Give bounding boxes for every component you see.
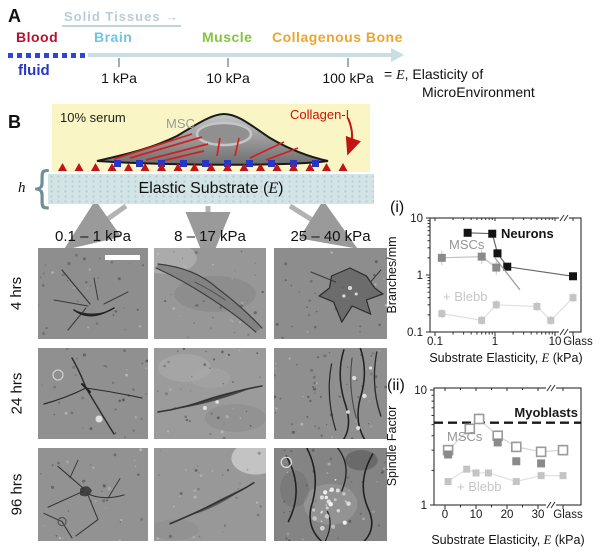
micrograph-96hrs-stiff [274,448,387,541]
svg-text:Glass: Glass [563,336,593,348]
elasticity-axis-line [88,53,392,57]
axis-label-10kpa: 10 kPa [206,70,250,86]
row-label-96hrs: 96 hrs [2,448,32,541]
svg-text:0.1: 0.1 [407,327,423,339]
micrograph-96hrs-mid-image [154,448,266,541]
column-header-mid: 8 – 17 kPa [174,228,246,245]
svg-text:10: 10 [549,336,562,348]
svg-text:0.1: 0.1 [427,336,443,348]
micrograph-24hrs-mid [154,348,266,439]
flow-arrows [63,204,358,248]
micrograph-4hrs-mid [154,248,266,339]
solid-tissues-header: Solid Tissues → [62,9,182,27]
arrow-to-soft [63,204,128,248]
solid-tissues-arrow-icon: → [165,9,180,24]
micrograph-4hrs-stiff-image [274,248,387,339]
solid-tissues-label: Solid Tissues [64,9,161,24]
equation-line2: MicroEnvironment [422,84,535,100]
svg-text:Glass: Glass [553,509,583,521]
micrograph-96hrs-mid [154,448,266,541]
row-label-4hrs-text: 4 hrs [8,276,26,311]
svg-text:Substrate Elasticity, E (kPa): Substrate Elasticity, E (kPa) [431,533,584,547]
tissue-label-brain: Brain [94,29,133,45]
row-label-24hrs-text: 24 hrs [8,372,26,415]
axis-tick-100kpa [347,58,349,67]
substrate-label: Elastic Substrate (E) [48,174,374,204]
msc-cell-schematic [58,112,361,171]
micrograph-4hrs-stiff [274,248,387,339]
elasticity-equation: = E, Elasticity of MicroEnvironment [384,66,535,100]
equation-suffix: , Elasticity of [404,66,484,82]
panel-b-letter: B [8,112,21,132]
collagen-arrow-icon [345,117,361,156]
micrograph-96hrs-soft-image [38,448,148,541]
svg-text:Spindle Factor: Spindle Factor [385,406,399,487]
micrograph-4hrs-soft-image [38,248,148,339]
column-header-soft: 0.1 – 1 kPa [55,228,131,245]
micrograph-24hrs-stiff [274,348,387,439]
chart-spindle-factor: 0 10 20 30 Glass 1 10 Myoblasts MSCs + Blebb Spind… [385,384,585,547]
svg-text:30: 30 [532,509,545,521]
axis-label-100kpa: 100 kPa [322,70,374,86]
msc-label: MSC [166,116,195,131]
equation-e-symbol: E [396,68,405,83]
scale-bar [105,255,140,260]
brace-icon: { [30,162,54,213]
axis-tick-1kpa [118,58,120,67]
tissue-label-collagenous-bone: Collagenous Bone [272,29,403,45]
micrograph-24hrs-soft-image [38,348,148,439]
row-label-4hrs: 4 hrs [2,248,32,339]
row-label-96hrs-text: 96 hrs [8,473,26,516]
svg-text:10: 10 [470,509,483,521]
blood-fluid-dashed-line [8,53,86,58]
micrograph-96hrs-soft [38,448,148,541]
collagen-label: Collagen-I [290,107,350,122]
collagen-triangles [58,163,348,171]
equation-equals: = [384,66,397,82]
serum-label: 10% serum [60,110,126,125]
svg-text:Branches/mm: Branches/mm [385,236,399,313]
svg-text:1: 1 [492,336,498,348]
fluid-label: fluid [18,62,50,79]
svg-text:+ Blebb: + Blebb [457,479,501,494]
axis-tick-10kpa [227,58,229,67]
svg-text:0: 0 [442,509,448,521]
chart-i-panel-label: (i) [390,199,405,216]
micrograph-4hrs-mid-image [154,248,266,339]
substrate-e-symbol: E [268,180,279,197]
elasticity-axis-arrowhead-icon [391,48,404,62]
micrograph-96hrs-stiff-image [274,448,387,541]
thickness-label: h [18,180,26,196]
substrate-box: Elastic Substrate (E) [48,174,374,204]
substrate-label-prefix: Elastic Substrate ( [138,180,269,197]
tissue-label-muscle: Muscle [202,29,253,45]
micrograph-24hrs-mid-image [154,348,266,439]
micrograph-24hrs-soft [38,348,148,439]
svg-text:10: 10 [414,385,427,397]
tissue-label-blood: Blood [16,29,59,45]
svg-text:Substrate Elasticity, E (kPa): Substrate Elasticity, E (kPa) [429,351,582,365]
column-header-stiff: 25 – 40 kPa [290,228,371,245]
svg-text:Myoblasts: Myoblasts [514,405,578,420]
svg-text:1: 1 [417,270,423,282]
svg-text:MSCs: MSCs [447,429,483,444]
svg-text:1: 1 [421,500,427,512]
chart-ii-panel-label: (ii) [387,377,405,394]
cell-nucleus [195,121,253,147]
svg-text:10: 10 [410,213,423,225]
stress-fibers [113,133,299,162]
svg-text:Neurons: Neurons [501,226,554,241]
svg-text:+ Blebb: + Blebb [443,289,487,304]
svg-text:MSCs: MSCs [449,237,485,252]
axis-label-1kpa: 1 kPa [101,70,137,86]
svg-text:20: 20 [501,509,514,521]
panel-a-letter: A [8,6,21,26]
arrow-to-stiff [288,204,358,248]
micrograph-4hrs-soft [38,248,148,339]
row-label-24hrs: 24 hrs [2,348,32,439]
micrograph-24hrs-stiff-image [274,348,387,439]
substrate-label-suffix: ) [278,180,284,197]
